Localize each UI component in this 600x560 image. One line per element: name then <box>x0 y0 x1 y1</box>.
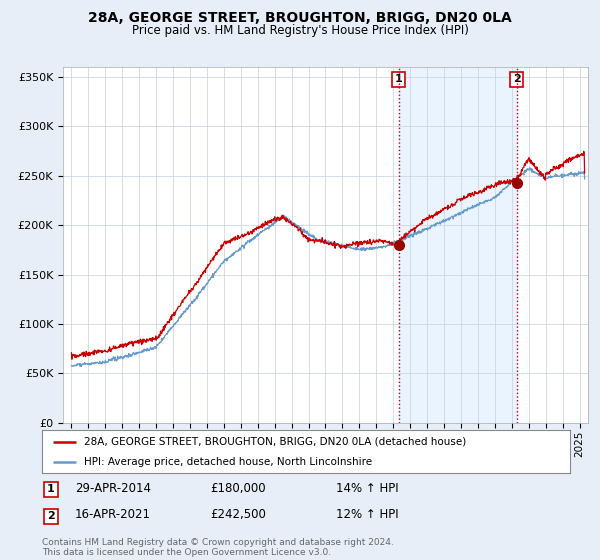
Text: HPI: Average price, detached house, North Lincolnshire: HPI: Average price, detached house, Nort… <box>84 458 373 468</box>
Text: 16-APR-2021: 16-APR-2021 <box>75 508 151 521</box>
Text: 1: 1 <box>395 74 403 85</box>
Text: 29-APR-2014: 29-APR-2014 <box>75 482 151 494</box>
Text: £180,000: £180,000 <box>210 482 266 494</box>
Text: 14% ↑ HPI: 14% ↑ HPI <box>336 482 398 494</box>
Text: 1: 1 <box>47 484 55 494</box>
Text: 2: 2 <box>513 74 521 85</box>
Bar <box>399 67 517 423</box>
Text: 2: 2 <box>47 511 55 521</box>
Text: 28A, GEORGE STREET, BROUGHTON, BRIGG, DN20 0LA: 28A, GEORGE STREET, BROUGHTON, BRIGG, DN… <box>88 11 512 25</box>
Text: £242,500: £242,500 <box>210 508 266 521</box>
Text: 12% ↑ HPI: 12% ↑ HPI <box>336 508 398 521</box>
Text: Price paid vs. HM Land Registry's House Price Index (HPI): Price paid vs. HM Land Registry's House … <box>131 24 469 36</box>
Text: Contains HM Land Registry data © Crown copyright and database right 2024.
This d: Contains HM Land Registry data © Crown c… <box>42 538 394 557</box>
Text: 28A, GEORGE STREET, BROUGHTON, BRIGG, DN20 0LA (detached house): 28A, GEORGE STREET, BROUGHTON, BRIGG, DN… <box>84 437 466 447</box>
